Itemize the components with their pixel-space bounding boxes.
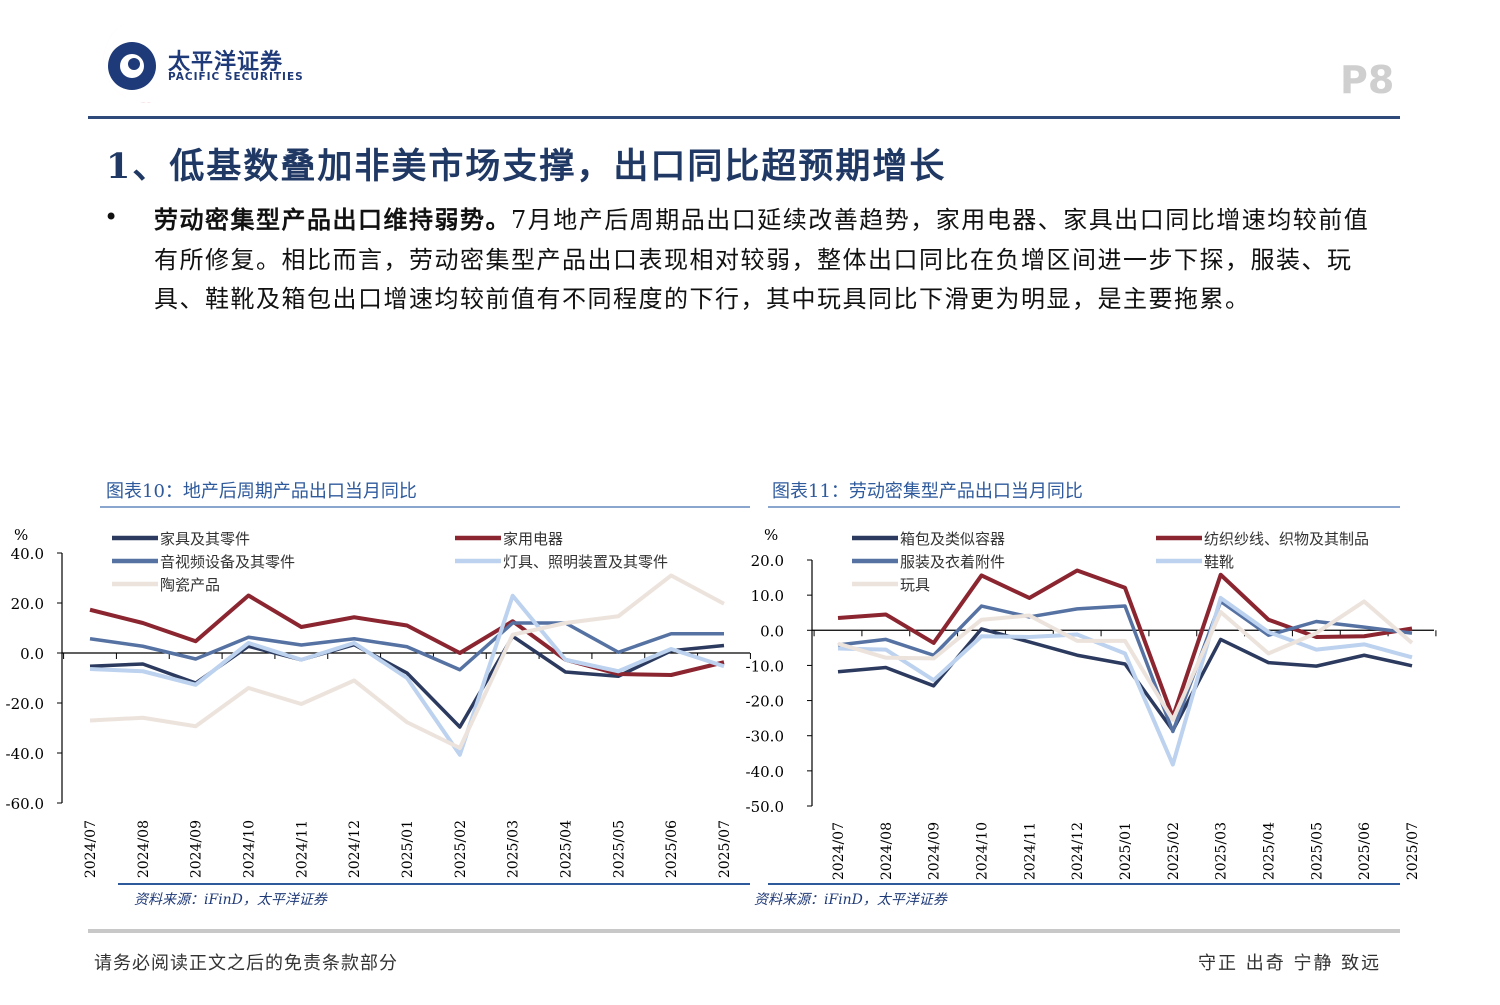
bullet-lead: 劳动密集型产品出口维持弱势。 bbox=[154, 205, 511, 234]
y-tick-label: -60.0 bbox=[6, 795, 44, 813]
legend-label-3: 鞋靴 bbox=[1204, 553, 1234, 571]
disclaimer-note: 请务必阅读正文之后的免责条款部分 bbox=[94, 953, 398, 974]
x-tick-label: 2024/09 bbox=[927, 822, 943, 880]
legend-label-0: 箱包及类似容器 bbox=[900, 530, 1005, 548]
y-tick-label: 0.0 bbox=[20, 645, 44, 663]
bullet-paragraph: 劳动密集型产品出口维持弱势。7月地产后周期品出口延续改善趋势，家用电器、家具出口… bbox=[154, 200, 1374, 320]
page-number: P8 bbox=[1340, 58, 1395, 102]
y-tick-label: -40.0 bbox=[6, 745, 44, 763]
y-tick-label: 20.0 bbox=[751, 552, 784, 570]
pacific-securities-logo-icon bbox=[103, 20, 160, 103]
series-line-4 bbox=[837, 599, 1414, 722]
y-tick-label: -30.0 bbox=[746, 728, 784, 746]
legend-label-4: 玩具 bbox=[900, 576, 930, 594]
bullet-icon: • bbox=[104, 203, 119, 231]
y-unit-label: % bbox=[764, 526, 778, 544]
y-tick-label: -20.0 bbox=[6, 695, 44, 713]
series-line-2 bbox=[89, 621, 724, 672]
chart11-title-rule bbox=[768, 506, 1400, 508]
series-line-1 bbox=[89, 593, 725, 677]
x-tick-label: 2024/07 bbox=[831, 822, 847, 880]
chart11-source-rule bbox=[768, 883, 1400, 885]
x-tick-label: 2024/08 bbox=[879, 822, 895, 880]
x-tick-label: 2025/05 bbox=[611, 820, 627, 878]
x-tick-label: 2024/11 bbox=[1022, 822, 1038, 880]
y-unit-label: % bbox=[14, 526, 28, 544]
chart11-title: 图表11：劳动密集型产品出口当月同比 bbox=[772, 481, 1083, 502]
y-tick-label: 10.0 bbox=[751, 587, 784, 605]
y-tick-label: 20.0 bbox=[11, 595, 44, 613]
x-tick-label: 2024/11 bbox=[294, 820, 310, 878]
x-tick-label: 2025/01 bbox=[1118, 822, 1134, 880]
header-divider bbox=[88, 116, 1400, 119]
series-line-0 bbox=[837, 627, 1413, 733]
x-tick-label: 2025/04 bbox=[559, 820, 575, 878]
x-tick-label: 2025/04 bbox=[1262, 822, 1278, 880]
chart10-source: 资料来源：iFinD，太平洋证券 bbox=[134, 892, 327, 908]
brand-name-cn: 太平洋证券 bbox=[168, 50, 284, 75]
legend-label-1: 纺织纱线、织物及其制品 bbox=[1204, 530, 1369, 548]
x-tick-label: 2025/07 bbox=[1405, 822, 1421, 880]
x-tick-label: 2024/12 bbox=[1070, 822, 1086, 880]
x-tick-label: 2025/06 bbox=[1357, 822, 1373, 880]
chart11-source: 资料来源：iFinD，太平洋证券 bbox=[754, 892, 947, 908]
x-tick-label: 2025/02 bbox=[453, 820, 469, 878]
company-motto: 守正 出奇 宁静 致远 bbox=[1198, 953, 1382, 974]
bullet-text: 7月地产后周期品出口延续改善趋势，家用电器、家具出口同比增速均较前值有所修复。相… bbox=[154, 206, 1370, 313]
x-tick-label: 2025/07 bbox=[717, 820, 733, 878]
x-tick-label: 2024/10 bbox=[975, 822, 991, 880]
x-tick-label: 2025/06 bbox=[664, 820, 680, 878]
legend-label-0: 家具及其零件 bbox=[160, 530, 250, 548]
x-tick-label: 2025/01 bbox=[400, 820, 416, 878]
x-tick-label: 2024/12 bbox=[347, 820, 363, 878]
chart10-title-rule bbox=[100, 506, 750, 508]
legend-label-2: 音视频设备及其零件 bbox=[160, 553, 295, 571]
x-tick-label: 2024/08 bbox=[136, 820, 152, 878]
y-tick-label: 0.0 bbox=[760, 622, 784, 640]
series-line-1 bbox=[837, 568, 1413, 720]
y-tick-label: -50.0 bbox=[746, 798, 784, 816]
legend-label-4: 陶瓷产品 bbox=[160, 576, 220, 594]
series-line-2 bbox=[837, 599, 1413, 734]
series-line-4 bbox=[89, 573, 725, 750]
x-tick-label: 2024/07 bbox=[83, 820, 99, 878]
legend-label-3: 灯具、照明装置及其零件 bbox=[503, 553, 668, 571]
chart10-title: 图表10：地产后周期产品出口当月同比 bbox=[106, 481, 417, 502]
y-tick-label: 40.0 bbox=[11, 545, 44, 563]
x-tick-label: 2025/02 bbox=[1166, 822, 1182, 880]
chart10-source-rule bbox=[118, 883, 750, 885]
y-tick-label: -20.0 bbox=[746, 693, 784, 711]
brand-name-en: PACIFIC SECURITIES bbox=[168, 71, 304, 83]
y-tick-label: -40.0 bbox=[746, 763, 784, 781]
legend-label-2: 服装及衣着附件 bbox=[900, 553, 1005, 571]
x-tick-label: 2024/09 bbox=[189, 820, 205, 878]
x-tick-label: 2025/05 bbox=[1309, 822, 1325, 880]
y-tick-label: -10.0 bbox=[746, 657, 784, 675]
legend-label-1: 家用电器 bbox=[503, 530, 563, 548]
series-line-3 bbox=[89, 593, 725, 757]
x-tick-label: 2025/03 bbox=[506, 820, 522, 878]
x-tick-label: 2025/03 bbox=[1214, 822, 1230, 880]
x-tick-label: 2024/10 bbox=[242, 820, 258, 878]
series-line-3 bbox=[837, 595, 1413, 767]
footer-divider bbox=[88, 929, 1400, 933]
page-title: 1、低基数叠加非美市场支撑，出口同比超预期增长 bbox=[106, 146, 947, 187]
